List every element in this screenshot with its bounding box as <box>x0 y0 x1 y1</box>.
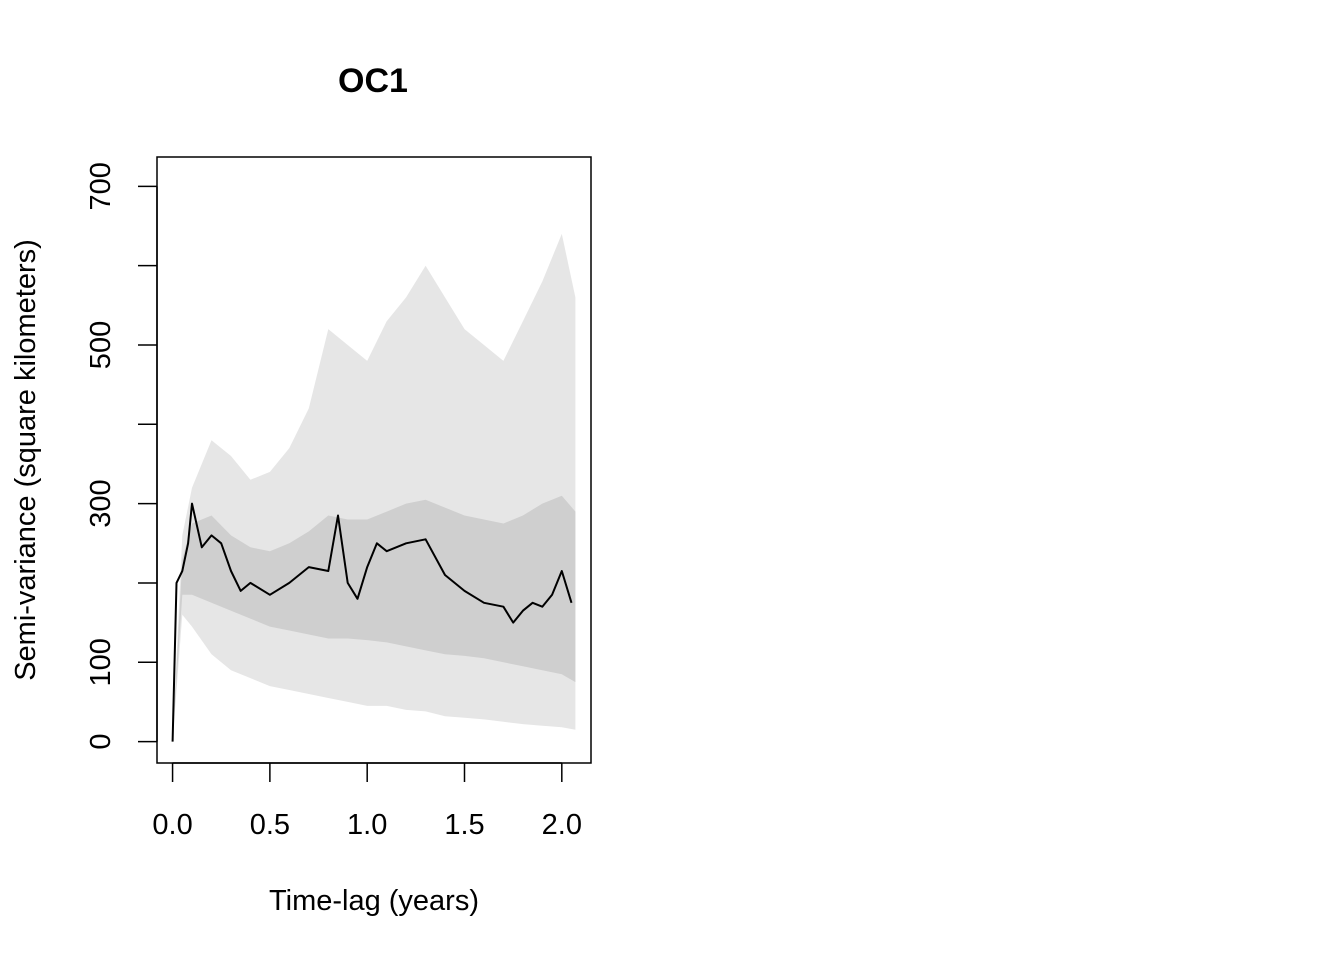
semivariance-series <box>171 502 573 742</box>
outer-confidence-band <box>172 233 576 742</box>
x-axis: 0.0 0.5 1.0 1.5 2.0 <box>152 762 582 841</box>
x-tick-label: 2.0 <box>542 809 582 841</box>
x-tick-label: 0.0 <box>152 809 192 841</box>
x-tick-label: 1.0 <box>347 809 387 841</box>
x-tick-label: 1.5 <box>444 809 484 841</box>
semivariance-line <box>171 502 573 742</box>
inner-confidence-band <box>172 495 576 742</box>
confidence-bands <box>172 233 576 742</box>
y-tick-label: 300 <box>85 479 117 527</box>
y-tick-label: 0 <box>85 734 117 750</box>
y-tick-label: 700 <box>85 162 117 210</box>
x-tick-label: 0.5 <box>250 809 290 841</box>
x-axis-label: Time-lag (years) <box>269 885 479 917</box>
y-tick-label: 100 <box>85 638 117 686</box>
chart-title: OC1 <box>338 62 408 100</box>
y-axis-label: Semi-variance (square kilometers) <box>10 239 42 681</box>
y-axis: 0 100 300 500 700 <box>85 162 158 750</box>
y-tick-label: 500 <box>85 321 117 369</box>
